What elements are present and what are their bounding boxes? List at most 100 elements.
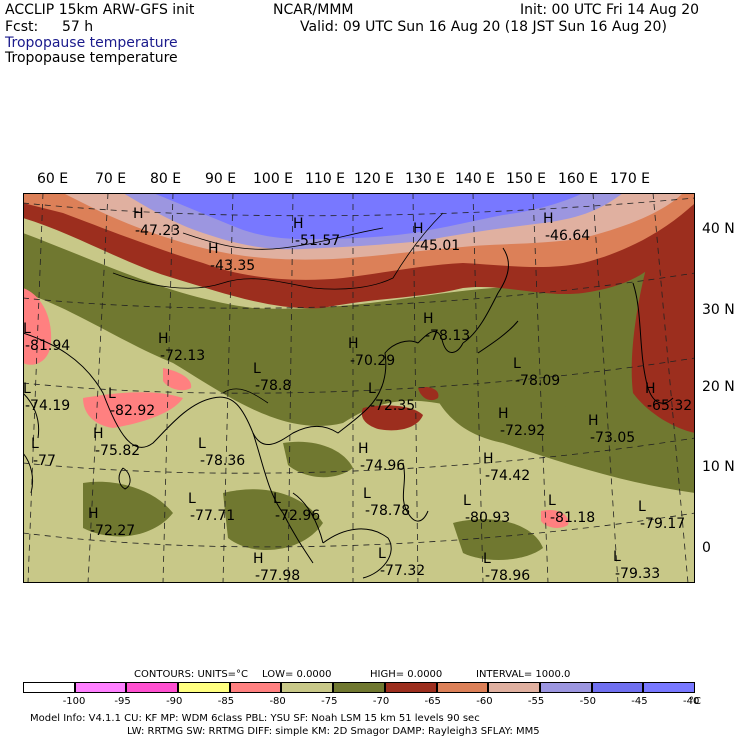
extrema-mark: H bbox=[88, 506, 99, 522]
extrema-value: -72.96 bbox=[275, 508, 320, 524]
extrema-value: -74.19 bbox=[25, 398, 70, 414]
legend-tick: -45 bbox=[631, 696, 648, 707]
longitude-label: 100 E bbox=[253, 171, 294, 187]
cold-spot-pacific bbox=[541, 509, 569, 528]
extrema-value: -77.32 bbox=[380, 563, 425, 579]
extrema-mark: L bbox=[368, 381, 376, 397]
extrema-mark: H bbox=[133, 206, 144, 222]
coastline-africa bbox=[23, 452, 34, 494]
extrema-mark: L bbox=[613, 549, 621, 565]
contours-units: CONTOURS: UNITS=°C bbox=[134, 669, 249, 680]
extrema-value: -74.96 bbox=[360, 458, 405, 474]
coastline-arabia bbox=[23, 392, 40, 439]
extrema-value: -79.33 bbox=[615, 566, 660, 582]
legend-swatch bbox=[333, 682, 385, 693]
extrema-value: -77.98 bbox=[255, 568, 300, 583]
olive-patch-4 bbox=[283, 441, 353, 478]
warm-spot-china-2 bbox=[418, 387, 439, 401]
field-title-primary: Tropopause temperature bbox=[5, 35, 178, 51]
extrema-value: -79.17 bbox=[640, 516, 685, 532]
legend-tick: -55 bbox=[527, 696, 545, 707]
borders-china bbox=[112, 212, 444, 404]
extrema-value: -43.35 bbox=[210, 258, 255, 274]
extrema-value: -77.71 bbox=[190, 508, 235, 524]
extrema-value: -65.32 bbox=[647, 398, 692, 414]
forecast-hours: 57 h bbox=[62, 19, 94, 35]
legend-unit: °C bbox=[689, 696, 701, 707]
extrema-value: -78.96 bbox=[485, 568, 530, 583]
extrema-mark: L bbox=[253, 361, 261, 377]
longitude-label: 120 E bbox=[354, 171, 395, 187]
coastline-asia bbox=[23, 332, 419, 448]
extrema-mark: H bbox=[358, 441, 369, 457]
extrema-mark: L bbox=[23, 321, 31, 337]
legend-swatch bbox=[384, 682, 437, 693]
extrema-value: -72.13 bbox=[160, 348, 205, 364]
legend-swatch bbox=[436, 682, 489, 693]
latitude-label: 0 bbox=[702, 540, 711, 556]
extrema-mark: L bbox=[108, 386, 116, 402]
coastline-srilanka bbox=[118, 467, 131, 490]
extrema-mark: L bbox=[23, 381, 31, 397]
extrema-value: -46.64 bbox=[545, 228, 590, 244]
extrema-mark: L bbox=[638, 499, 646, 515]
extrema-mark: H bbox=[483, 451, 494, 467]
legend-swatch bbox=[643, 682, 695, 693]
contours-interval: INTERVAL= 1000.0 bbox=[476, 669, 571, 680]
legend-tick: -40 bbox=[683, 696, 700, 707]
extrema-mark: L bbox=[188, 491, 196, 507]
extrema-value: -72.92 bbox=[500, 423, 545, 439]
olive-patch-3 bbox=[453, 519, 543, 560]
band-olive-mid bbox=[23, 213, 695, 436]
warm-spot-china bbox=[361, 405, 423, 431]
longitude-label: 130 E bbox=[405, 171, 446, 187]
model-title: ACCLIP 15km ARW-GFS init bbox=[5, 2, 195, 18]
map-panel: H-47.23 H-51.57H-45.01H-46.64H-43.35H-72.… bbox=[23, 193, 695, 583]
legend-swatch bbox=[178, 682, 230, 693]
latitude-label: 30 N bbox=[702, 302, 735, 318]
extrema-value: -73.05 bbox=[590, 430, 635, 446]
legend-swatch bbox=[281, 682, 334, 693]
valid-time: Valid: 09 UTC Sun 16 Aug 20 (18 JST Sun … bbox=[300, 19, 667, 35]
extrema-mark: H bbox=[588, 413, 599, 429]
extrema-mark: H bbox=[158, 331, 169, 347]
init-time: Init: 00 UTC Fri 14 Aug 20 bbox=[520, 2, 700, 18]
extrema-value: -78.09 bbox=[515, 373, 560, 389]
longitude-label: 70 E bbox=[95, 171, 127, 187]
longitude-label: 80 E bbox=[150, 171, 182, 187]
extrema-mark: H bbox=[208, 241, 219, 257]
extrema-mark: H bbox=[348, 336, 359, 352]
legend-tick: -100 bbox=[62, 696, 86, 707]
longitude-label: 60 E bbox=[37, 171, 69, 187]
legend-tick: -65 bbox=[424, 696, 441, 707]
extrema-mark: H bbox=[253, 551, 264, 567]
extrema-value: -78.78 bbox=[365, 503, 410, 519]
extrema-value: -78.36 bbox=[200, 453, 245, 469]
extrema-value: -81.18 bbox=[550, 510, 595, 526]
org-label: NCAR/MMM bbox=[273, 2, 354, 18]
extrema-mark: L bbox=[273, 491, 281, 507]
lat-lon-grid bbox=[23, 193, 695, 583]
legend-tick: -95 bbox=[114, 696, 131, 707]
band-red-east bbox=[631, 203, 695, 433]
extrema-value: -70.29 bbox=[350, 353, 395, 369]
longitude-label: 90 E bbox=[205, 171, 237, 187]
extrema-value: -45.01 bbox=[415, 238, 460, 254]
coastline-korea bbox=[417, 331, 464, 353]
extrema-mark: H bbox=[498, 406, 509, 422]
legend-tick: -80 bbox=[269, 696, 286, 707]
legend-swatch bbox=[23, 682, 75, 693]
band-olive-east bbox=[423, 363, 695, 493]
coastline-japan bbox=[462, 247, 519, 354]
legend-swatch bbox=[126, 682, 179, 693]
extrema-value: -78.8 bbox=[255, 378, 291, 394]
extrema-value: -81.94 bbox=[25, 338, 70, 354]
cold-spot-india bbox=[83, 392, 183, 428]
extrema-mark: H bbox=[423, 311, 434, 327]
legend-swatch bbox=[539, 682, 592, 693]
longitude-labels: 60 E 70 E 80 E 90 E 100 E 110 E 120 E 130 E 140 … bbox=[0, 172, 740, 188]
extrema-value: -75.82 bbox=[95, 443, 140, 459]
latitude-label: 40 N bbox=[702, 221, 735, 237]
latitude-label: 10 N bbox=[702, 459, 735, 475]
cold-spot-india-2 bbox=[163, 368, 192, 391]
